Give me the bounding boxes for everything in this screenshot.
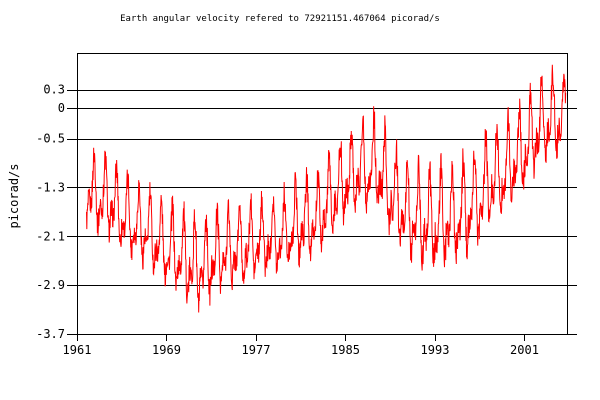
y-tick-label: 0.3 [43, 83, 65, 97]
x-tick-label: 1985 [331, 343, 360, 357]
x-tick-label: 2001 [510, 343, 539, 357]
y-tick-label: -1.3 [36, 180, 65, 194]
data-series [86, 64, 567, 313]
x-tick-label: 1993 [421, 343, 450, 357]
y-tick-label: 0 [58, 101, 65, 115]
x-tick-label: 1961 [63, 343, 92, 357]
y-tick-label: -0.5 [36, 132, 65, 146]
plot-frame [77, 53, 568, 335]
x-tick-label: 1969 [152, 343, 181, 357]
x-tick-label: 1977 [242, 343, 271, 357]
chart-title: Earth angular velocity refered to 729211… [120, 14, 440, 24]
y-tick-label: -2.1 [36, 229, 65, 243]
y-tick-label: -2.9 [36, 278, 65, 292]
y-tick-label: -3.7 [36, 327, 65, 341]
